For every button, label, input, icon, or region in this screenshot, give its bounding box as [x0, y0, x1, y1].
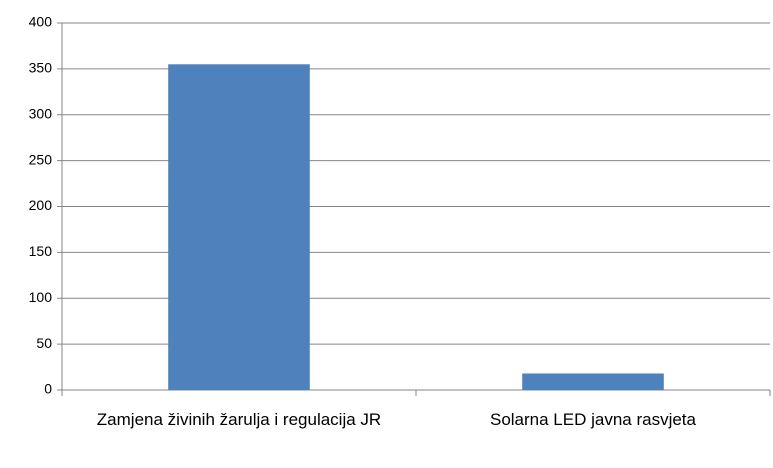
x-tick-label: Solarna LED javna rasvjeta [489, 410, 696, 429]
y-tick-label: 400 [29, 14, 53, 30]
y-tick-label: 300 [29, 105, 53, 121]
bar [168, 64, 310, 390]
y-tick-label: 250 [29, 151, 53, 167]
y-tick-label: 50 [36, 335, 52, 351]
y-tick-label: 350 [29, 60, 53, 76]
x-tick-label: Zamjena živinih žarulja i regulacija JR [96, 410, 382, 429]
bar [522, 373, 664, 390]
y-tick-label: 150 [29, 243, 53, 259]
y-tick-label: 0 [44, 381, 52, 397]
y-tick-label: 100 [29, 289, 53, 305]
y-tick-label: 200 [29, 197, 53, 213]
